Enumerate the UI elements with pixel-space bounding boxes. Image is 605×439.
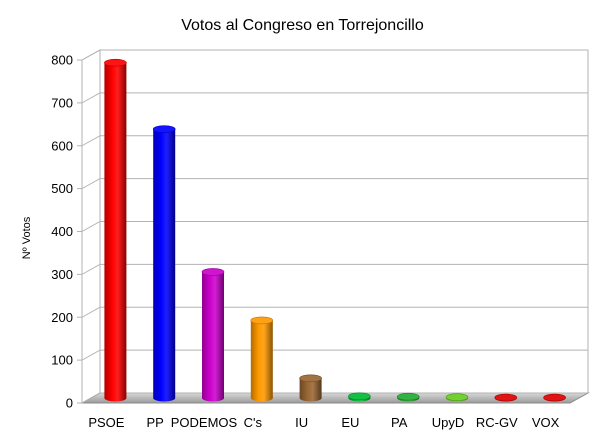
bar-body [250, 320, 273, 402]
bar-top [348, 392, 371, 401]
x-tick-label: EU [341, 415, 359, 430]
bar-top [299, 374, 322, 383]
bar-body [104, 62, 127, 402]
bar-top [494, 393, 518, 402]
x-tick-label: PP [147, 415, 164, 430]
x-tick-labels: PSOE PP PODEMOS C's IU EU PA UpyD RC-GV VOX [88, 415, 559, 430]
x-tick-label: RC-GV [476, 415, 518, 430]
gridline [81, 349, 588, 361]
y-tick-label: 500 [51, 181, 73, 196]
bar-top [396, 392, 420, 401]
y-tick-label: 400 [51, 224, 73, 239]
bar-top [445, 393, 469, 401]
bar-body [299, 378, 322, 402]
gridline [81, 49, 588, 61]
x-tick-label: PODEMOS [171, 415, 238, 430]
bar-vox [543, 393, 566, 402]
x-tick-label: PA [391, 415, 408, 430]
y-tick-label: 600 [51, 138, 73, 153]
y-tick-label: 700 [51, 95, 73, 110]
y-tick-label: 300 [51, 267, 73, 282]
bar-podemos [201, 268, 225, 402]
chart-title: Votos al Congreso en Torrejoncillo [181, 17, 424, 34]
bar-upyd [445, 393, 469, 402]
bar-body [153, 129, 176, 402]
gridline [81, 92, 588, 104]
gridline [81, 306, 588, 318]
bar-top [152, 125, 176, 133]
y-tick-label: 800 [51, 53, 73, 68]
bars [104, 58, 566, 402]
bar-eu [348, 392, 371, 402]
bar-pa [396, 392, 420, 402]
gridlines [77, 49, 588, 404]
bar-rc-gv [494, 393, 518, 402]
bar-top [104, 58, 127, 67]
bar-c-s [250, 316, 274, 402]
bar-psoe [104, 58, 127, 402]
x-tick-label: C's [244, 415, 263, 430]
bar-body [202, 271, 224, 402]
bar-top [250, 316, 274, 325]
gridline [81, 221, 588, 232]
y-tick-label: 100 [51, 353, 73, 368]
gridline [81, 392, 588, 404]
x-tick-label: IU [295, 415, 308, 430]
bar-top [543, 393, 566, 402]
gridline [81, 135, 588, 147]
bar-iu [299, 374, 322, 402]
y-tick-label: 0 [66, 396, 73, 411]
bar-pp [152, 125, 176, 402]
y-tick-label: 200 [51, 310, 73, 325]
gridline [81, 178, 588, 190]
x-tick-label: VOX [532, 415, 560, 430]
y-tick-labels: 0 100 200 300 400 500 600 700 800 [51, 53, 73, 411]
bar-top [201, 268, 225, 276]
x-tick-label: UpyD [432, 415, 465, 430]
x-tick-label: PSOE [88, 415, 124, 430]
gridline [81, 263, 588, 275]
